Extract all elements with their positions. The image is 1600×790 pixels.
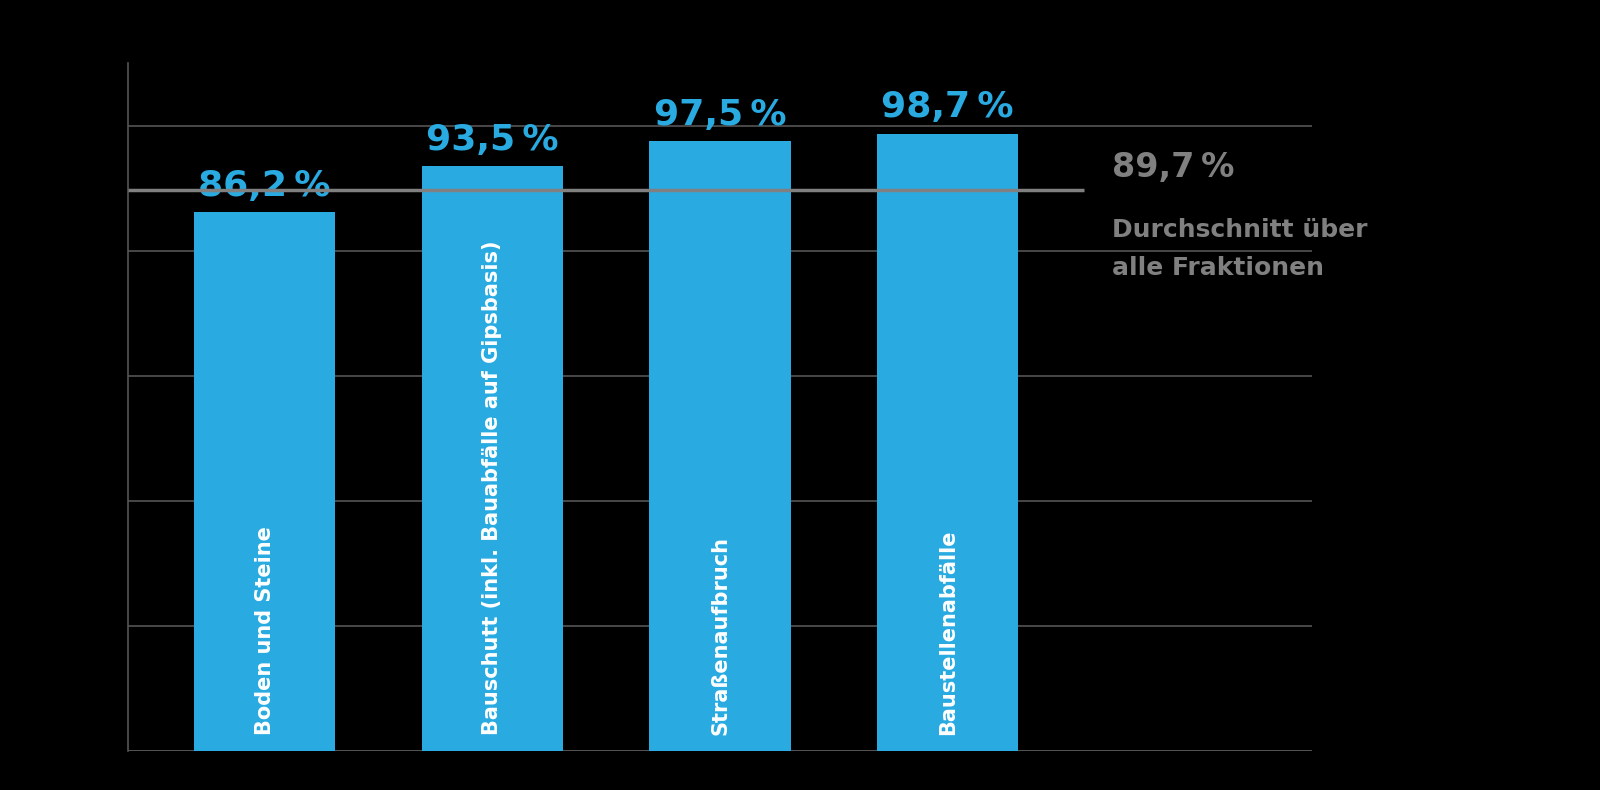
Text: alle Fraktionen: alle Fraktionen [1112,256,1323,280]
Bar [422,166,563,750]
Text: Straßenaufbruch: Straßenaufbruch [710,536,730,735]
Text: 86,2 %: 86,2 % [198,168,331,202]
Bar [194,212,336,750]
Text: Bauschutt (inkl. Bauabfälle auf Gipsbasis): Bauschutt (inkl. Bauabfälle auf Gipsbasi… [482,240,502,735]
Text: 93,5 %: 93,5 % [426,123,558,157]
Text: Durchschnitt über: Durchschnitt über [1112,218,1366,243]
Text: 97,5 %: 97,5 % [654,98,786,132]
Bar [877,134,1018,750]
Text: Baustellenabfälle: Baustellenabfälle [938,529,958,735]
Text: Boden und Steine: Boden und Steine [254,526,275,735]
Text: 98,7 %: 98,7 % [882,90,1014,125]
Bar [650,141,790,750]
Text: 89,7 %: 89,7 % [1112,151,1234,184]
